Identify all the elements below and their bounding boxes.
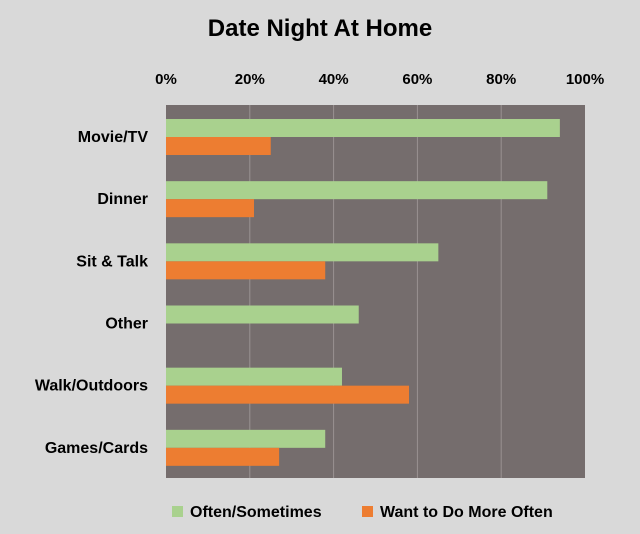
category-label: Movie/TV (78, 129, 149, 146)
legend-want-more-often-label: Want to Do More Often (380, 504, 553, 521)
x-tick-label: 0% (155, 71, 177, 88)
bar-want-more-often (166, 447, 280, 466)
bar-want-more-often (166, 199, 254, 218)
bar-often-sometimes (166, 119, 560, 137)
legend-often-sometimes-label: Often/Sometimes (190, 504, 322, 521)
bar-often-sometimes (166, 367, 342, 386)
category-label: Sit & Talk (76, 253, 148, 270)
category-label: Other (105, 316, 148, 333)
bar-often-sometimes (166, 181, 548, 200)
legend-often-sometimes-swatch (172, 506, 183, 517)
legend-want-more-often-swatch (362, 506, 373, 517)
x-tick-label: 100% (566, 71, 604, 88)
x-tick-label: 80% (486, 71, 516, 88)
bars (166, 119, 560, 466)
x-tick-label: 20% (235, 71, 265, 88)
category-label: Games/Cards (45, 440, 148, 457)
x-axis-ticks: 0% 20% 40% 60% 80% 100% (155, 71, 604, 88)
category-label: Walk/Outdoors (35, 378, 148, 395)
bar-often-sometimes (166, 305, 359, 324)
bar-often-sometimes (166, 243, 439, 262)
chart-title: Date Night At Home (208, 15, 432, 42)
gridlines (249, 105, 502, 478)
x-tick-label: 60% (402, 71, 432, 88)
bar-often-sometimes (166, 429, 326, 448)
category-labels: Movie/TV Dinner Sit & Talk Other Walk/Outdoo… (35, 129, 149, 457)
legend: Often/Sometimes Want to Do More Often (172, 504, 553, 521)
bar-want-more-often (166, 261, 326, 280)
bar-want-more-often (166, 385, 410, 404)
bar-want-more-often (166, 137, 271, 155)
x-tick-label: 40% (319, 71, 349, 88)
plot-area (166, 105, 585, 478)
category-label: Dinner (97, 191, 148, 208)
